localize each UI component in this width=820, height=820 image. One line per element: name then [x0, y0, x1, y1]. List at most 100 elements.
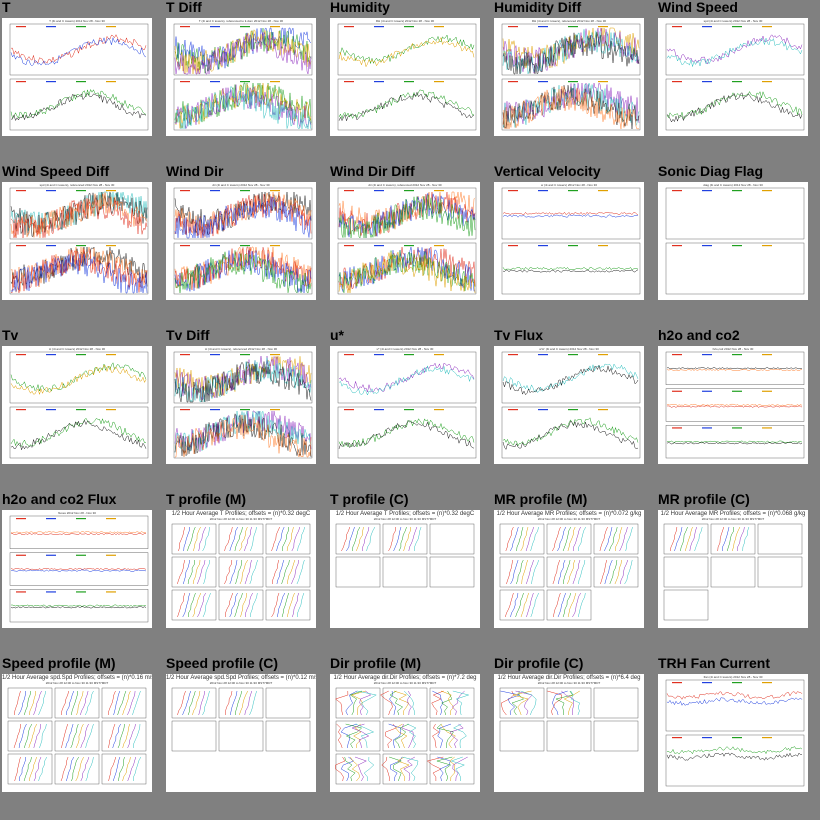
- plot-cell[interactable]: MR profile (C) 1/2 Hour Average MR Profil…: [656, 491, 820, 656]
- profile-line: [297, 592, 305, 618]
- plot-title[interactable]: Sonic Diag Flag: [658, 163, 764, 179]
- plot-cell[interactable]: T profile (C) 1/2 Hour Average T Profiles…: [328, 491, 492, 656]
- plot-thumbnail[interactable]: u* (4t and C towers) 2012 Nov 28 - Nov 3…: [330, 346, 480, 464]
- plot-title[interactable]: Tv Flux: [494, 327, 544, 343]
- plot-thumbnail[interactable]: h2o,co2 2012 Nov 28 - Nov 30: [658, 346, 808, 464]
- profile-line: [80, 690, 89, 716]
- plot-thumbnail[interactable]: T (4t and C towers) 2012 Nov 28 - Nov 30: [2, 18, 152, 136]
- profile-line: [187, 526, 196, 552]
- plot-cell[interactable]: u* u* (4t and C towers) 2012 Nov 28 - Nov…: [328, 327, 492, 492]
- legend-swatch: [270, 354, 280, 356]
- plot-thumbnail[interactable]: w'tc' (4t and C towers) 2012 Nov 28 - No…: [494, 346, 644, 464]
- legend-swatch: [732, 390, 742, 392]
- plot-title[interactable]: Dir profile (C): [494, 655, 584, 671]
- plot-title[interactable]: Humidity Diff: [494, 0, 582, 15]
- plot-cell[interactable]: T profile (M) 1/2 Hour Average T Profiles…: [164, 491, 328, 656]
- plot-subheader: 2012 Nov 28 12:00 to Nov 30 11:30 MST7MD…: [537, 517, 601, 521]
- plot-cell[interactable]: Humidity RH (4t and C towers) 2012 Nov 28…: [328, 0, 492, 164]
- profile-subplot: [218, 523, 264, 555]
- plot-cell[interactable]: Sonic Diag Flag diag (4t and C towers) 20…: [656, 163, 820, 328]
- plot-cell[interactable]: Tv tc (4t and C towers) 2012 Nov 28 - Nov…: [0, 327, 164, 492]
- plot-title[interactable]: T profile (M): [166, 491, 247, 507]
- plot-thumbnail[interactable]: tc (4t and C towers), referenced 2012 No…: [166, 346, 316, 464]
- plot-title[interactable]: Wind Speed: [658, 0, 738, 15]
- plot-title[interactable]: TRH Fan Current: [658, 655, 770, 671]
- plot-title[interactable]: Wind Speed Diff: [2, 163, 110, 179]
- plot-title[interactable]: Vertical Velocity: [494, 163, 601, 179]
- plot-thumbnail[interactable]: RH (4t and C towers), referenced 2012 No…: [494, 18, 644, 136]
- plot-title[interactable]: Wind Dir: [166, 163, 224, 179]
- plot-cell[interactable]: Tv Flux w'tc' (4t and C towers) 2012 Nov …: [492, 327, 656, 492]
- plot-title[interactable]: Dir profile (M): [330, 655, 421, 671]
- plot-title[interactable]: Tv Diff: [166, 327, 210, 343]
- plot-title[interactable]: MR profile (M): [494, 491, 588, 507]
- plot-cell[interactable]: h2o and co2 Flux fluxes 2012 Nov 28 - Nov…: [0, 491, 164, 656]
- plot-cell[interactable]: h2o and co2 h2o,co2 2012 Nov 28 - Nov 30: [656, 327, 820, 492]
- profile-line: [244, 526, 252, 552]
- plot-thumbnail[interactable]: 1/2 Hour Average T Profiles; offsets = (…: [330, 510, 480, 628]
- legend-swatch: [762, 737, 772, 739]
- panel-frame: [337, 351, 477, 404]
- plot-thumbnail[interactable]: 1/2 Hour Average dir.Dir Profiles; offse…: [494, 674, 644, 792]
- profile-subplot: [171, 687, 217, 719]
- plot-thumbnail[interactable]: 1/2 Hour Average MR Profiles; offsets = …: [494, 510, 644, 628]
- plot-cell[interactable]: Wind Dir dir (4t and C towers) 2012 Nov 2…: [164, 163, 328, 328]
- profile-subplot: [710, 523, 756, 555]
- legend-swatch: [434, 81, 444, 83]
- legend-swatch: [46, 409, 56, 411]
- plot-cell[interactable]: Wind Speed Diff spd (4t and C towers), re…: [0, 163, 164, 328]
- profile-line: [192, 690, 201, 716]
- plot-thumbnail[interactable]: 1/2 Hour Average spd.Spd Profiles; offse…: [166, 674, 316, 792]
- plot-title[interactable]: u*: [330, 327, 344, 343]
- plot-title[interactable]: T Diff: [166, 0, 202, 15]
- plot-cell[interactable]: Tv Diff tc (4t and C towers), referenced …: [164, 327, 328, 492]
- plot-thumbnail[interactable]: 1/2 Hour Average T Profiles; offsets = (…: [166, 510, 316, 628]
- legend-swatch: [702, 390, 712, 392]
- plot-cell[interactable]: Dir profile (C) 1/2 Hour Average dir.Dir …: [492, 655, 656, 820]
- plot-thumbnail[interactable]: 1/2 Hour Average dir.Dir Profiles; offse…: [330, 674, 480, 792]
- plot-cell[interactable]: T T (4t and C towers) 2012 Nov 28 - Nov 3…: [0, 0, 164, 164]
- plot-title[interactable]: T profile (C): [330, 491, 409, 507]
- plot-cell[interactable]: Speed profile (M) 1/2 Hour Average spd.Sp…: [0, 655, 164, 820]
- series-line: [10, 569, 147, 572]
- plot-title[interactable]: Humidity: [330, 0, 390, 15]
- plot-thumbnail[interactable]: tc (4t and C towers) 2012 Nov 28 - Nov 3…: [2, 346, 152, 464]
- plot-title[interactable]: MR profile (C): [658, 491, 750, 507]
- plot-thumbnail[interactable]: T (4t and C towers), referenced to tt.do…: [166, 18, 316, 136]
- plot-title[interactable]: T: [2, 0, 11, 15]
- plot-thumbnail[interactable]: spd (4t and C towers) 2012 Nov 28 - Nov …: [658, 18, 808, 136]
- profile-line: [250, 526, 257, 552]
- plot-cell[interactable]: TRH Fan Current Ifan (4t and C towers) 20…: [656, 655, 820, 820]
- profile-line: [18, 723, 27, 749]
- legend-swatch: [702, 26, 712, 28]
- plot-thumbnail[interactable]: fluxes 2012 Nov 28 - Nov 30: [2, 510, 152, 628]
- plot-title[interactable]: Speed profile (M): [2, 655, 116, 671]
- plot-thumbnail[interactable]: 1/2 Hour Average spd.Spd Profiles; offse…: [2, 674, 152, 792]
- plot-cell[interactable]: Speed profile (C) 1/2 Hour Average spd.Sp…: [164, 655, 328, 820]
- plot-thumbnail[interactable]: spd (4t and C towers), referenced 2012 N…: [2, 182, 152, 300]
- plot-cell[interactable]: MR profile (M) 1/2 Hour Average MR Profil…: [492, 491, 656, 656]
- plot-thumbnail[interactable]: 1/2 Hour Average MR Profiles; offsets = …: [658, 510, 808, 628]
- plot-cell[interactable]: T Diff T (4t and C towers), referenced to…: [164, 0, 328, 164]
- plot-thumbnail[interactable]: Ifan (4t and C towers) 2012 Nov 28 - Nov…: [658, 674, 808, 792]
- plot-cell[interactable]: Dir profile (M) 1/2 Hour Average dir.Dir …: [328, 655, 492, 820]
- plot-thumbnail[interactable]: diag (4t and C towers) 2012 Nov 28 - Nov…: [658, 182, 808, 300]
- plot-title[interactable]: Speed profile (C): [166, 655, 279, 671]
- legend-swatch: [16, 591, 26, 593]
- plot-cell[interactable]: Wind Dir Diff dir (4t and C towers), refe…: [328, 163, 492, 328]
- plot-cell[interactable]: Vertical Velocity w (4t and C towers) 201…: [492, 163, 656, 328]
- plot-thumbnail[interactable]: dir (4t and C towers) 2012 Nov 28 - Nov …: [166, 182, 316, 300]
- plot-cell[interactable]: Wind Speed spd (4t and C towers) 2012 Nov…: [656, 0, 820, 164]
- plot-title[interactable]: h2o and co2 Flux: [2, 491, 117, 507]
- plot-title[interactable]: h2o and co2: [658, 327, 740, 343]
- plot-graphic: [337, 351, 477, 459]
- plot-thumbnail[interactable]: dir (4t and C towers), referenced 2012 N…: [330, 182, 480, 300]
- series-line: [174, 361, 312, 403]
- plot-title[interactable]: Wind Dir Diff: [330, 163, 415, 179]
- plot-title[interactable]: Tv: [2, 327, 19, 343]
- plot-thumbnail[interactable]: RH (4t and C towers) 2012 Nov 28 - Nov 3…: [330, 18, 480, 136]
- profile-line: [235, 559, 243, 585]
- plot-thumbnail[interactable]: w (4t and C towers) 2012 Nov 28 - Nov 30: [494, 182, 644, 300]
- plot-cell[interactable]: Humidity Diff RH (4t and C towers), refer…: [492, 0, 656, 164]
- legend-swatch: [672, 245, 682, 247]
